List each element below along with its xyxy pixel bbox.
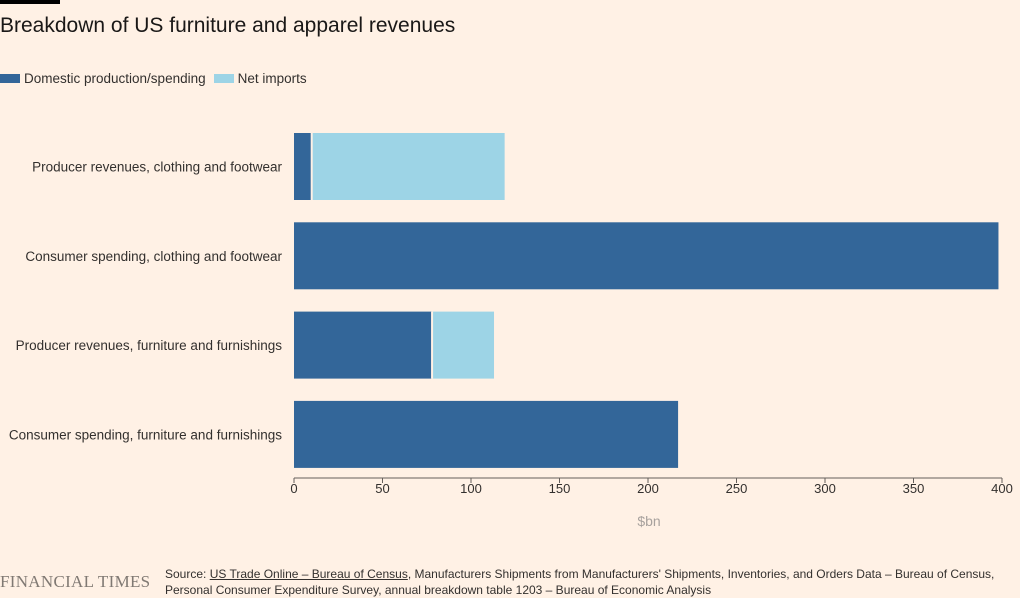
bar-domestic <box>294 222 999 290</box>
x-tick-label: 350 <box>903 481 925 496</box>
category-label: Producer revenues, furniture and furnish… <box>16 338 283 353</box>
footer: FINANCIAL TIMES Source: US Trade Online … <box>0 565 1020 598</box>
chart-legend: Domestic production/spending Net imports <box>0 71 315 86</box>
bar-chart: Producer revenues, clothing and footwear… <box>9 133 1013 529</box>
x-axis-title: $bn <box>637 513 660 529</box>
bar-domestic <box>294 400 679 468</box>
source-prefix: Source: <box>165 567 210 581</box>
x-tick-label: 100 <box>460 481 482 496</box>
x-tick-label: 250 <box>726 481 748 496</box>
x-tick-label: 0 <box>290 481 297 496</box>
bar-net-imports <box>311 133 505 200</box>
legend-label-domestic: Domestic production/spending <box>24 71 206 86</box>
x-tick-label: 50 <box>375 481 389 496</box>
x-tick-label: 150 <box>549 481 571 496</box>
source-rest: , Manufacturers Shipments from Manufactu… <box>165 567 995 597</box>
x-tick-label: 400 <box>991 481 1013 496</box>
chart-title: Breakdown of US furniture and apparel re… <box>0 14 456 37</box>
ft-logo: FINANCIAL TIMES <box>0 572 151 591</box>
bar-domestic <box>294 133 312 200</box>
x-tick-label: 200 <box>637 481 659 496</box>
category-label: Consumer spending, furniture and furnish… <box>9 427 282 442</box>
legend-item-domestic: Domestic production/spending <box>0 71 206 86</box>
bar-domestic <box>294 311 433 379</box>
category-label: Producer revenues, clothing and footwear <box>32 160 282 175</box>
legend-item-net-imports: Net imports <box>213 71 307 86</box>
top-accent-bar <box>0 0 60 4</box>
legend-swatch-net-imports <box>213 74 234 83</box>
legend-swatch-domestic <box>0 74 20 83</box>
source-note: Source: US Trade Online – Bureau of Cens… <box>165 567 1015 598</box>
legend-label-net-imports: Net imports <box>237 71 307 86</box>
x-tick-label: 300 <box>814 481 836 496</box>
bar-net-imports <box>432 311 495 379</box>
category-label: Consumer spending, clothing and footwear <box>25 249 282 264</box>
source-link[interactable]: US Trade Online – Bureau of Census <box>209 567 408 581</box>
